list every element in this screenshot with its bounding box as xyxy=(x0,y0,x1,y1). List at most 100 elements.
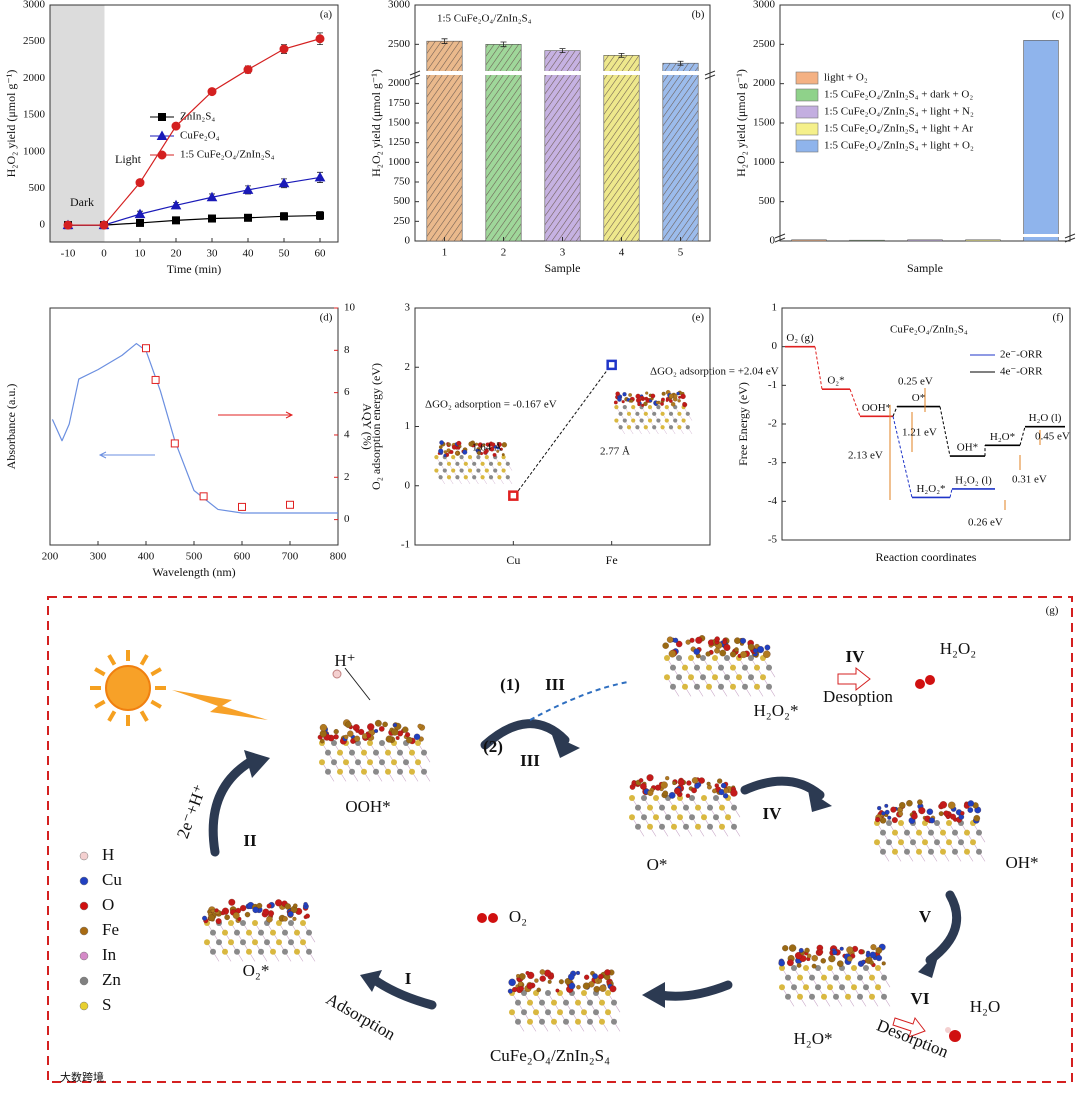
gap-label: 0.31 eV xyxy=(1012,474,1047,486)
atom xyxy=(664,405,669,410)
atom xyxy=(492,452,497,457)
atom xyxy=(515,1018,521,1025)
molecule xyxy=(332,669,342,679)
atom xyxy=(539,975,546,982)
atom xyxy=(723,643,731,651)
atom xyxy=(385,768,391,775)
atom xyxy=(337,768,343,775)
x-tick-label: -10 xyxy=(61,248,76,260)
atom xyxy=(881,974,887,981)
atom xyxy=(282,929,288,936)
atom xyxy=(639,783,647,790)
atom xyxy=(785,974,791,981)
y-tick-label: 1 xyxy=(772,302,778,314)
atom xyxy=(463,461,468,466)
atom xyxy=(288,920,294,926)
atom xyxy=(724,655,730,661)
atom xyxy=(796,963,802,968)
crystal xyxy=(662,635,776,697)
atom xyxy=(682,664,688,671)
atom xyxy=(948,801,956,810)
atom xyxy=(719,804,725,811)
atom xyxy=(779,984,785,991)
molecule xyxy=(488,913,498,923)
atom xyxy=(258,948,264,955)
series-line xyxy=(68,214,321,226)
y-tick-label: 2 xyxy=(405,361,411,373)
error-bar xyxy=(559,48,566,53)
data-point xyxy=(207,87,217,97)
atom xyxy=(493,468,498,473)
atom xyxy=(668,792,676,799)
panel-label: (a) xyxy=(320,9,333,21)
diagram-label: Desoption xyxy=(823,687,893,706)
atom xyxy=(685,411,690,416)
atom xyxy=(671,804,677,811)
atom xyxy=(886,820,892,826)
atom xyxy=(674,787,681,795)
atom xyxy=(621,400,625,404)
atom xyxy=(288,939,294,946)
data-point xyxy=(315,34,325,44)
atom xyxy=(467,455,473,460)
atom xyxy=(517,981,524,987)
atom xyxy=(467,468,473,473)
diagram-label: IV xyxy=(846,647,866,666)
atom xyxy=(881,811,886,816)
atom xyxy=(282,948,288,955)
arrow-head xyxy=(552,735,580,758)
atom xyxy=(791,965,797,971)
x-axis-label: Sample xyxy=(907,261,943,275)
x-tick-label: 3 xyxy=(560,247,566,259)
atom xyxy=(488,475,494,480)
atom xyxy=(916,829,922,836)
data-point xyxy=(135,178,145,188)
crystal xyxy=(874,799,986,862)
x-tick-label: 700 xyxy=(282,551,299,563)
atom xyxy=(748,655,754,661)
atom xyxy=(646,774,654,782)
atom xyxy=(319,730,327,738)
atom xyxy=(673,393,678,399)
legend-label: 2e⁻-ORR xyxy=(1000,349,1043,361)
atom xyxy=(630,399,634,403)
atom xyxy=(654,784,661,791)
atom xyxy=(815,965,821,971)
absorbance-curve xyxy=(51,342,338,514)
atom xyxy=(525,971,530,976)
atom xyxy=(809,993,815,1000)
bar xyxy=(965,239,1001,242)
atom xyxy=(910,839,916,846)
atom xyxy=(869,960,874,965)
atom xyxy=(521,1009,527,1016)
atom xyxy=(906,800,913,807)
legend-swatch xyxy=(795,139,819,153)
diagram-label: VI xyxy=(911,989,930,1008)
subtitle: CuFe₂O₄/ZnIn₂S₄ xyxy=(890,324,968,336)
atom xyxy=(922,839,928,846)
atom xyxy=(536,987,542,993)
atom xyxy=(442,468,447,473)
atom xyxy=(264,939,270,946)
atom xyxy=(678,395,681,399)
diagram-label: H₂O₂* xyxy=(754,701,799,720)
atom xyxy=(534,978,539,983)
atom xyxy=(367,759,373,766)
watermark: 大数跨境 xyxy=(60,1070,104,1084)
level-label: O₂* xyxy=(827,375,844,387)
x-tick-label: 300 xyxy=(90,551,107,563)
aqy-point xyxy=(286,500,294,509)
atom xyxy=(740,637,747,644)
bar xyxy=(791,239,827,242)
atom xyxy=(691,777,699,784)
atom xyxy=(946,839,952,846)
atom xyxy=(668,425,674,430)
atom xyxy=(753,648,758,654)
atom xyxy=(747,643,755,651)
y2-tick-label: 6 xyxy=(344,386,350,398)
y-tick-label: 3 xyxy=(405,302,411,314)
molecule xyxy=(949,1030,961,1042)
atom xyxy=(706,683,712,690)
process-arrow xyxy=(480,719,570,750)
atom xyxy=(731,823,737,830)
